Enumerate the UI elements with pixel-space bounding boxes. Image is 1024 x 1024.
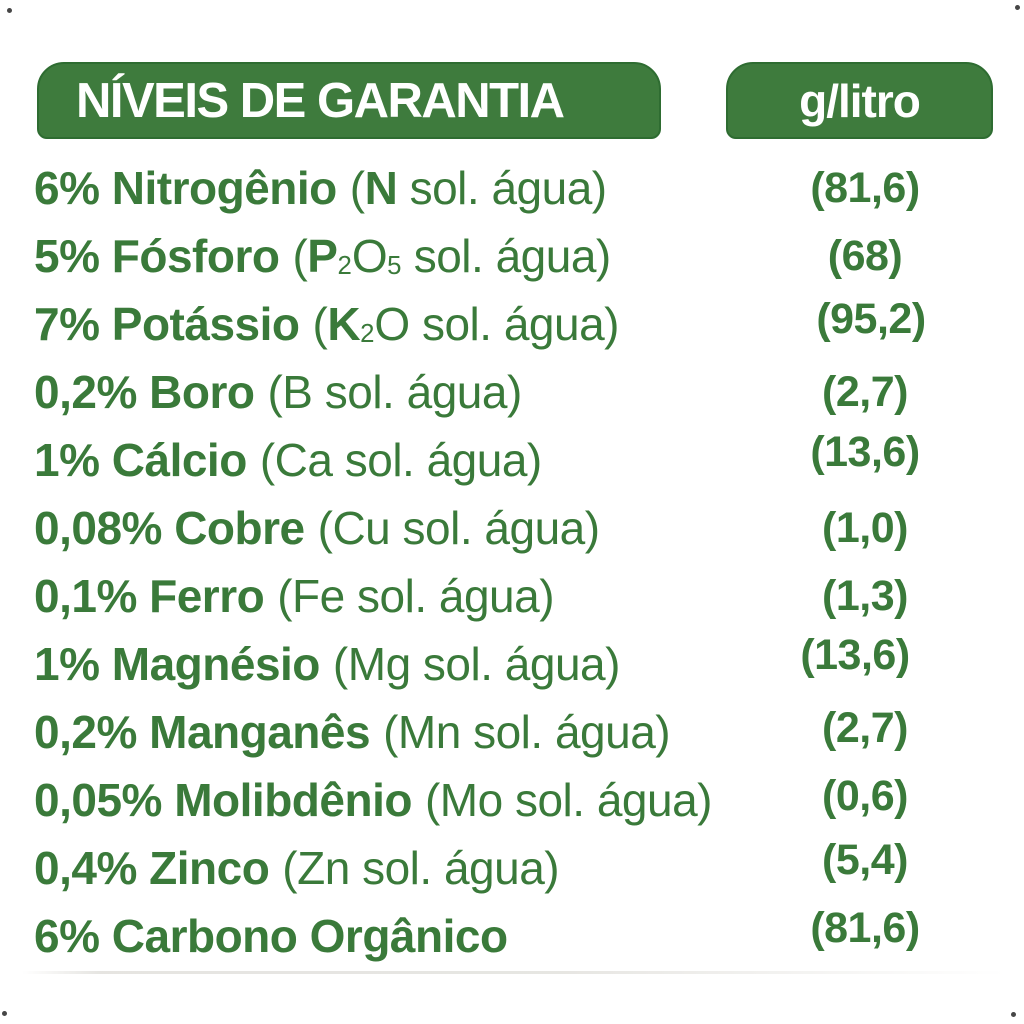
solubility-note: sol. água) <box>344 570 555 622</box>
table-row: 0,2% Manganês (Mn sol. água) (2,7) <box>0 698 1024 766</box>
table-row: 7% Potássio (K2O sol. água) (95,2) <box>0 290 1024 358</box>
row-value: (81,6) <box>810 903 920 952</box>
nutrient-label: 7% Potássio (K2O sol. água) <box>0 297 619 351</box>
row-value: (5,4) <box>822 835 908 884</box>
nutrient-label: 0,08% Cobre (Cu sol. água) <box>0 501 600 555</box>
nutrient-name: 1% Cálcio <box>34 434 247 486</box>
nutrient-label: 6% Nitrogênio (N sol. água) <box>0 161 607 215</box>
nutrient-label: 0,2% Manganês (Mn sol. água) <box>0 705 671 759</box>
open-paren: ( <box>267 366 283 418</box>
chemical-symbol: K <box>327 298 361 350</box>
table-row: 6% Nitrogênio (N sol. água) (81,6) <box>0 154 1024 222</box>
nutrient-label: 6% Carbono Orgânico <box>0 909 508 963</box>
header-unit-box: g/litro <box>726 62 993 139</box>
open-paren: ( <box>317 502 333 554</box>
open-paren: ( <box>259 434 275 486</box>
chemical-symbol: O <box>351 230 388 282</box>
nutrient-name: 0,2% Manganês <box>34 706 371 758</box>
open-paren: ( <box>312 298 328 350</box>
chemical-symbol: O <box>374 298 410 350</box>
chemical-symbol: 5 <box>387 252 402 281</box>
table-row: 5% Fósforo (P2O5 sol. água) (68) <box>0 222 1024 290</box>
row-value: (1,0) <box>822 503 908 552</box>
chemical-symbol: P <box>307 230 338 282</box>
nutrient-label: 0,2% Boro (B sol. água) <box>0 365 522 419</box>
chemical-symbol: 2 <box>337 252 352 281</box>
nutrient-table: 6% Nitrogênio (N sol. água) (81,6) 5% Fósfo… <box>0 154 1024 970</box>
table-row: 1% Magnésio (Mg sol. água) (13,6) <box>0 630 1024 698</box>
solubility-note: sol. água) <box>401 230 612 282</box>
nutrient-label: 1% Magnésio (Mg sol. água) <box>0 637 620 691</box>
row-value: (2,7) <box>822 367 908 416</box>
solubility-note: sol. água) <box>312 366 523 418</box>
corner-mark-dot <box>7 8 12 13</box>
row-value: (2,7) <box>822 703 908 752</box>
divider-line <box>22 971 1006 974</box>
solubility-note: sol. água) <box>390 502 601 554</box>
solubility-note: sol. água) <box>460 706 671 758</box>
row-value: (95,2) <box>816 294 926 343</box>
nutrient-name: 7% Potássio <box>34 298 300 350</box>
open-paren: ( <box>383 706 398 758</box>
chemical-symbol: 2 <box>360 320 375 349</box>
nutrient-label: 0,4% Zinco (Zn sol. água) <box>0 841 560 895</box>
nutrient-name: 0,4% Zinco <box>34 842 270 894</box>
corner-mark-dot <box>1015 5 1020 10</box>
chemical-symbol: Mg <box>347 638 411 690</box>
solubility-note: sol. água) <box>502 774 713 826</box>
corner-mark-dot <box>2 1011 7 1016</box>
chemical-symbol: Ca <box>274 434 333 486</box>
chemical-symbol: N <box>364 162 398 214</box>
row-value: (13,6) <box>810 427 920 476</box>
corner-mark-dot <box>1011 1012 1016 1017</box>
page-title: NÍVEIS DE GARANTIA <box>76 73 565 128</box>
table-row: 6% Carbono Orgânico (81,6) <box>0 902 1024 970</box>
solubility-note: sol. água) <box>409 298 620 350</box>
chemical-symbol: Cu <box>332 502 391 554</box>
row-value: (1,3) <box>822 571 908 620</box>
solubility-note: sol. água) <box>332 434 543 486</box>
chemical-symbol: Fe <box>292 570 345 622</box>
chemical-symbol: Mo <box>439 774 503 826</box>
nutrient-name: 0,05% Molibdênio <box>34 774 412 826</box>
table-row: 0,08% Cobre (Cu sol. água) (1,0) <box>0 494 1024 562</box>
open-paren: ( <box>332 638 348 690</box>
chemical-symbol: Mn <box>397 706 461 758</box>
nutrient-label: 0,1% Ferro (Fe sol. água) <box>0 569 555 623</box>
row-value: (0,6) <box>822 771 908 820</box>
row-value: (68) <box>827 231 903 280</box>
table-row: 0,2% Boro (B sol. água) (2,7) <box>0 358 1024 426</box>
chemical-symbol: B <box>282 366 313 418</box>
solubility-note: sol. água) <box>410 638 621 690</box>
row-value: (13,6) <box>800 630 910 679</box>
nutrient-name: 0,2% Boro <box>34 366 255 418</box>
nutrient-label: 0,05% Molibdênio (Mo sol. água) <box>0 773 712 827</box>
table-row: 1% Cálcio (Ca sol. água) (13,6) <box>0 426 1024 494</box>
open-paren: ( <box>349 162 365 214</box>
unit-label: g/litro <box>799 74 921 127</box>
nutrient-label: 5% Fósforo (P2O5 sol. água) <box>0 229 611 283</box>
solubility-note: sol. água) <box>349 842 560 894</box>
header-title-box: NÍVEIS DE GARANTIA <box>37 62 661 139</box>
open-paren: ( <box>282 842 298 894</box>
table-row: 0,4% Zinco (Zn sol. água) (5,4) <box>0 834 1024 902</box>
nutrient-name: 6% Carbono Orgânico <box>34 910 508 962</box>
chemical-symbol: Zn <box>297 842 350 894</box>
nutrient-label: 1% Cálcio (Ca sol. água) <box>0 433 542 487</box>
nutrient-name: 6% Nitrogênio <box>34 162 337 214</box>
open-paren: ( <box>292 230 308 282</box>
solubility-note: sol. água) <box>397 162 608 214</box>
table-row: 0,1% Ferro (Fe sol. água) (1,3) <box>0 562 1024 630</box>
open-paren: ( <box>277 570 293 622</box>
nutrient-name: 0,1% Ferro <box>34 570 265 622</box>
nutrient-name: 1% Magnésio <box>34 638 320 690</box>
nutrient-name: 0,08% Cobre <box>34 502 305 554</box>
open-paren: ( <box>424 774 440 826</box>
nutrient-name: 5% Fósforo <box>34 230 280 282</box>
row-value: (81,6) <box>810 163 920 212</box>
table-row: 0,05% Molibdênio (Mo sol. água) (0,6) <box>0 766 1024 834</box>
